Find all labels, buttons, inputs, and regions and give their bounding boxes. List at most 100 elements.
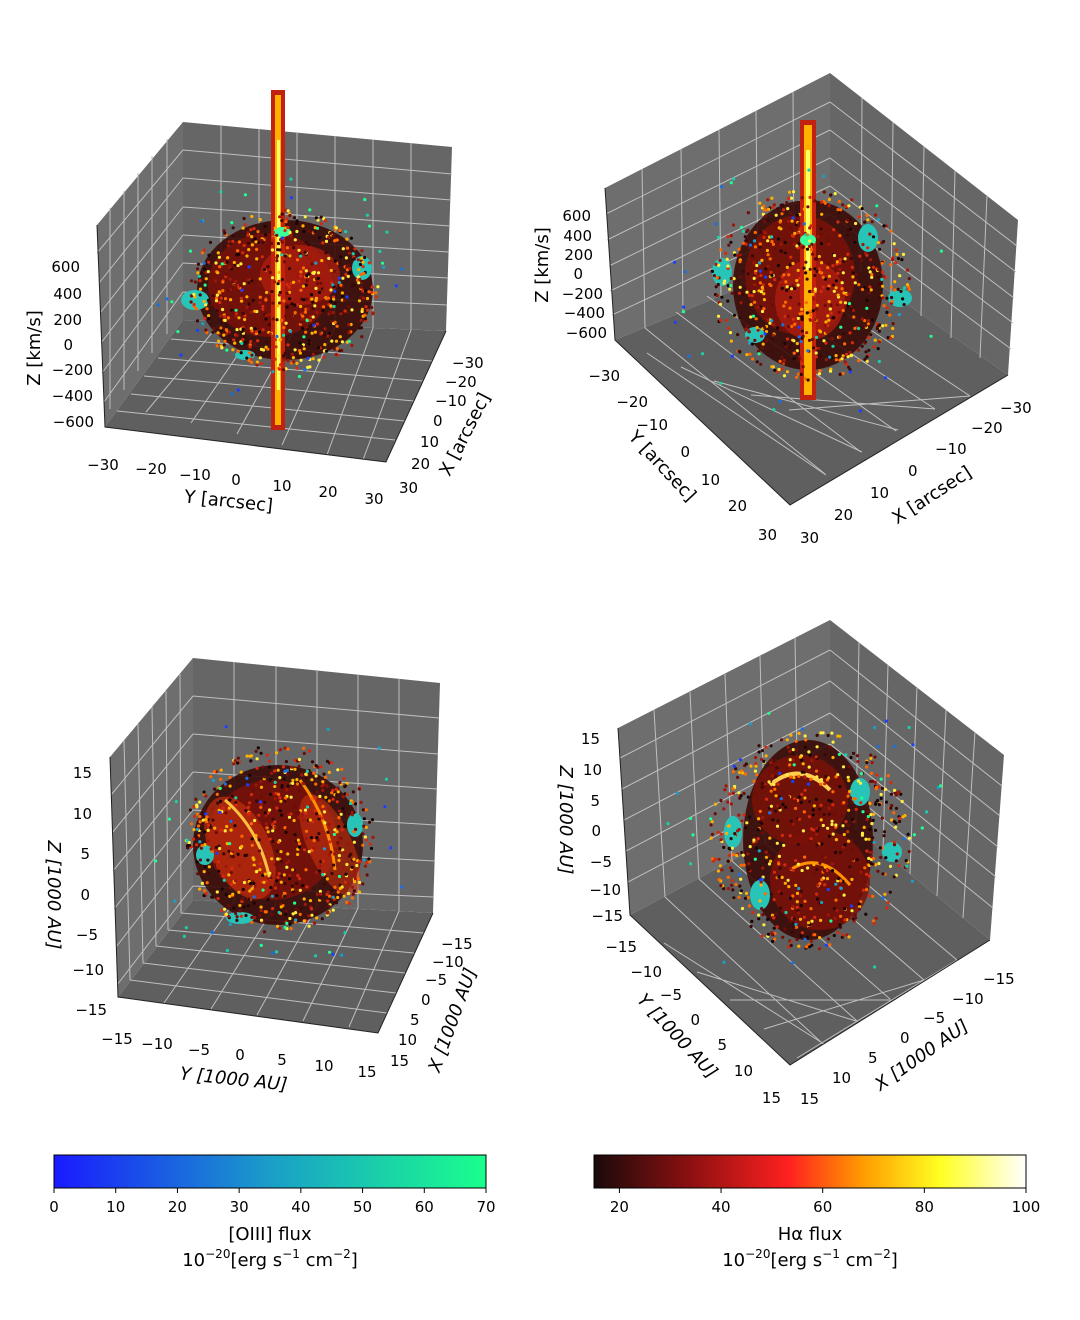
halpha-point [791, 904, 795, 909]
halpha-point [863, 220, 867, 224]
halpha-point [782, 374, 787, 378]
y-ticks: −30 −20 −10 0 10 20 30 [87, 456, 383, 508]
halpha-point [251, 239, 255, 243]
halpha-point [286, 852, 290, 856]
y-axis-label: Y [arcsec] [182, 486, 274, 516]
halpha-point [192, 805, 196, 809]
halpha-point [363, 313, 367, 317]
oiii-point [258, 800, 263, 804]
halpha-point [719, 248, 723, 252]
halpha-point [356, 275, 360, 279]
halpha-point [250, 214, 254, 219]
halpha-point [296, 838, 300, 842]
halpha-point [817, 372, 822, 376]
halpha-point [199, 827, 203, 831]
oiii-point [778, 771, 782, 776]
halpha-point [304, 283, 308, 287]
halpha-point [287, 290, 292, 294]
y-tick: 30 [758, 526, 777, 544]
oiii-point [362, 858, 366, 862]
halpha-point [318, 814, 322, 819]
halpha-point [739, 863, 743, 867]
halpha-point [210, 303, 214, 307]
halpha-point [223, 297, 228, 301]
halpha-point [860, 258, 864, 262]
halpha-point [278, 301, 282, 305]
halpha-point [311, 306, 315, 310]
oiii-point [675, 791, 679, 795]
oiii-point [252, 895, 256, 899]
halpha-point [775, 841, 779, 845]
halpha-point [864, 350, 868, 354]
halpha-point [767, 207, 771, 211]
halpha-point [786, 314, 790, 318]
halpha-point [847, 765, 851, 769]
oiii-point [741, 229, 746, 233]
halpha-point [202, 267, 207, 271]
halpha-point [235, 915, 239, 919]
halpha-point [874, 916, 878, 920]
halpha-point [203, 830, 207, 834]
halpha-point [869, 771, 874, 775]
halpha-point [893, 280, 897, 284]
halpha-point [365, 873, 369, 877]
halpha-point [846, 775, 850, 779]
halpha-point [244, 913, 248, 918]
halpha-point [900, 258, 904, 262]
halpha-point [885, 306, 889, 310]
halpha-point [322, 333, 326, 337]
halpha-point [303, 902, 307, 907]
halpha-point [773, 787, 777, 791]
halpha-point [264, 298, 268, 302]
halpha-point [747, 867, 751, 871]
halpha-point [274, 345, 278, 349]
halpha-point [265, 290, 269, 295]
halpha-point [741, 292, 745, 297]
halpha-point [763, 892, 767, 896]
halpha-point [833, 192, 837, 196]
halpha-point [308, 887, 312, 892]
halpha-point [792, 339, 796, 343]
oiii-point [299, 254, 303, 258]
x-tick: −10 [935, 440, 967, 458]
halpha-point [744, 891, 749, 896]
oiii-point [344, 230, 348, 234]
halpha-point [270, 771, 274, 775]
halpha-point [726, 299, 730, 303]
halpha-point [331, 797, 335, 801]
halpha-point [804, 260, 808, 264]
halpha-point [205, 330, 209, 335]
halpha-point [854, 221, 858, 226]
halpha-point [786, 325, 791, 329]
halpha-point [263, 800, 267, 805]
halpha-point [285, 291, 289, 295]
halpha-point [834, 358, 839, 362]
halpha-point [847, 365, 851, 369]
halpha-point [345, 862, 349, 867]
halpha-point [861, 242, 865, 247]
halpha-point [218, 300, 222, 305]
halpha-point [876, 241, 880, 245]
halpha-point [214, 261, 218, 265]
halpha-point [340, 340, 344, 344]
oiii-point [770, 319, 774, 323]
halpha-point [310, 293, 314, 297]
halpha-point [905, 268, 910, 272]
halpha-point [819, 289, 823, 293]
halpha-point [226, 244, 230, 248]
halpha-point [250, 353, 254, 357]
halpha-point [795, 937, 799, 942]
halpha-point [339, 312, 343, 316]
halpha-point [301, 884, 305, 888]
halpha-point [832, 253, 837, 258]
pane-back-right [830, 620, 1004, 940]
halpha-point [722, 887, 726, 891]
halpha-point [896, 791, 900, 795]
halpha-point [271, 317, 275, 321]
halpha-point [814, 370, 818, 374]
halpha-point [342, 776, 346, 781]
halpha-point [722, 845, 726, 850]
oiii-point [368, 224, 372, 228]
halpha-point [327, 239, 332, 243]
halpha-point [223, 907, 227, 911]
